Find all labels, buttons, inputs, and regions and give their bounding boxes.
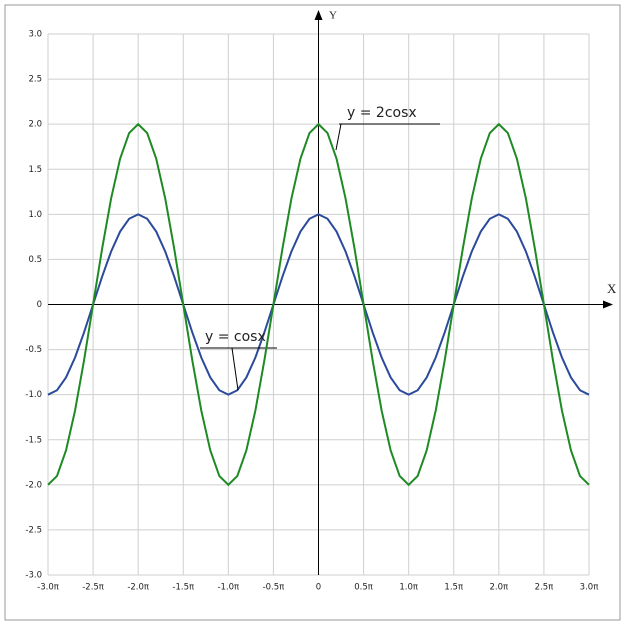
x-tick-label: -1.0π: [217, 583, 239, 593]
y-tick-label: -2.5: [25, 525, 42, 535]
y-tick-label: 2.5: [28, 75, 42, 85]
y-tick-label: 0: [37, 300, 42, 310]
y-tick-label: -2.0: [25, 480, 42, 490]
x-tick-label: -3.0π: [37, 583, 59, 593]
x-tick-label: 0: [316, 583, 321, 593]
x-tick-label: 2.0π: [490, 583, 509, 593]
x-axis-label: X: [607, 281, 617, 296]
x-tick-label: 1.0π: [399, 583, 418, 593]
y-axis-label: Y: [329, 10, 337, 22]
line-series: [47, 213, 590, 396]
y-tick-label: 1.0: [28, 210, 42, 220]
y-tick-label: -1.0: [25, 390, 42, 400]
y-tick-label: -1.5: [25, 435, 42, 445]
x-tick-label: 2.5π: [535, 583, 554, 593]
y-tick-label: 3.0: [28, 30, 42, 40]
y-tick-label: -3.0: [25, 571, 42, 581]
label-leader: [231, 347, 239, 391]
x-tick-label: -2.0π: [127, 583, 149, 593]
x-tick-label: 3.0π: [580, 583, 599, 593]
x-tick-label: -0.5π: [263, 583, 285, 593]
frame: [4, 4, 621, 621]
x-tick-label: -1.5π: [172, 583, 194, 593]
x-tick-label: 1.5π: [444, 583, 463, 593]
y-tick-label: 0.5: [28, 255, 42, 265]
y-tick-label: -0.5: [25, 345, 42, 355]
x-tick-label: 0.5π: [354, 583, 373, 593]
series-label: y = 2cosx: [347, 105, 417, 121]
line-series: [47, 122, 590, 487]
label-leader: [335, 123, 342, 151]
y-tick-label: 1.5: [28, 165, 42, 175]
y-tick-label: 2.0: [28, 120, 42, 130]
x-tick-label: -2.5π: [82, 583, 104, 593]
series-label: y = cosx: [205, 329, 266, 345]
